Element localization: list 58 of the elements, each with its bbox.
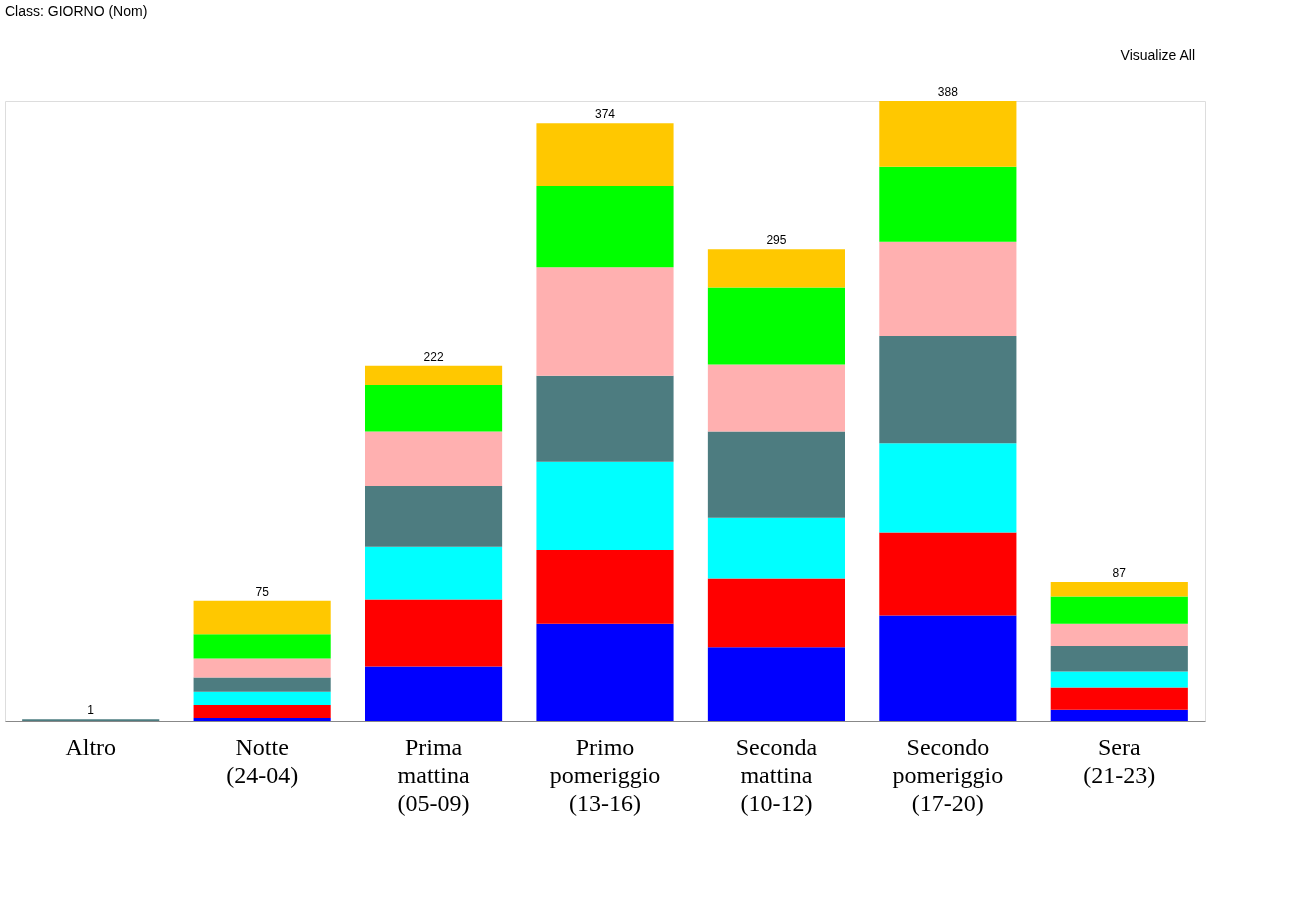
bar — [536, 549, 674, 624]
bar — [879, 532, 1017, 616]
annotation: 1 — [87, 703, 95, 718]
bar — [193, 704, 331, 718]
bar — [365, 666, 503, 721]
bar — [1050, 671, 1188, 688]
x-tick-label: Notte (24-04) — [226, 733, 299, 788]
annotation: 75 — [255, 584, 270, 599]
x-tick-label: Secondo pomeriggio (17-20) — [892, 733, 1004, 816]
bar — [193, 600, 331, 635]
bar — [879, 615, 1017, 721]
bar — [879, 335, 1017, 444]
annotation: 87 — [1112, 566, 1127, 581]
annotation: 222 — [423, 349, 444, 364]
bar — [193, 717, 331, 721]
annotation: 374 — [594, 107, 616, 122]
bar — [707, 249, 845, 288]
bar — [1050, 623, 1188, 646]
bar — [193, 677, 331, 692]
x-tick-label: Prima mattina (05-09) — [397, 733, 470, 816]
bar — [365, 365, 503, 385]
bar — [365, 486, 503, 547]
bar — [879, 241, 1017, 336]
bar — [365, 384, 503, 432]
bar — [193, 658, 331, 678]
annotation: 295 — [766, 233, 787, 248]
x-tick-label: Seconda mattina (10-12) — [735, 733, 818, 816]
bar — [707, 517, 845, 579]
x-tick-label: Primo pomeriggio (13-16) — [549, 733, 661, 816]
bar — [707, 647, 845, 721]
bar — [193, 634, 331, 659]
bar — [536, 623, 674, 721]
bar — [536, 123, 674, 186]
bar — [1050, 582, 1188, 597]
bar — [536, 185, 674, 268]
bar — [1050, 709, 1188, 721]
bar — [1050, 645, 1188, 672]
bar — [879, 443, 1017, 533]
bar — [879, 166, 1017, 242]
x-tick-label: Altro — [65, 733, 117, 760]
bar — [707, 364, 845, 432]
chart-title: Class: GIORNO (Nom) — [5, 3, 148, 19]
bar — [365, 431, 503, 487]
bar — [365, 599, 503, 667]
bar — [536, 375, 674, 462]
text: Visualize All — [1120, 47, 1195, 63]
annotation: 388 — [937, 85, 959, 99]
bar — [879, 101, 1017, 167]
bar — [707, 578, 845, 648]
bar — [365, 546, 503, 600]
bar — [707, 431, 845, 518]
bar — [1050, 596, 1188, 624]
x-tick-label: Sera (21-23) — [1083, 733, 1156, 788]
bar — [707, 287, 845, 365]
bar — [193, 691, 331, 705]
bar — [536, 461, 674, 550]
bar — [536, 267, 674, 376]
bar — [1050, 687, 1188, 710]
